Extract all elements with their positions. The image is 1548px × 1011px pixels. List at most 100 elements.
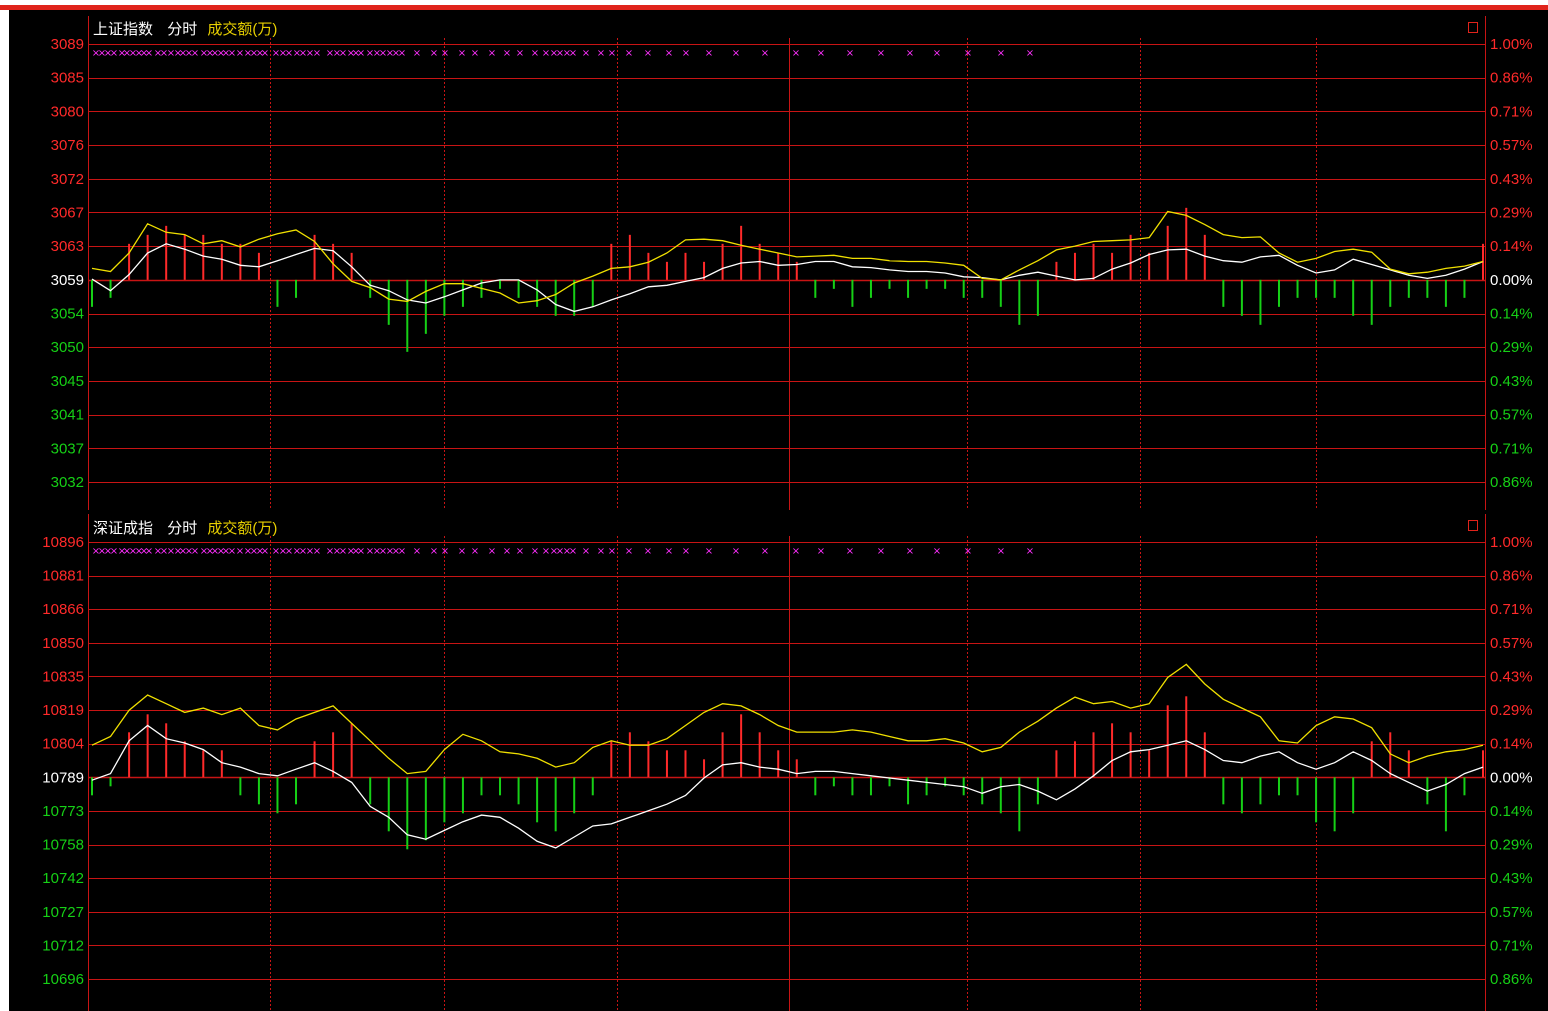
event-marker-sz: × [154, 546, 162, 557]
volume-bar-sh [1259, 279, 1262, 325]
event-marker-sz: × [398, 546, 406, 557]
maximize-icon-sh[interactable] [1468, 22, 1478, 33]
event-marker-sz: × [550, 546, 558, 557]
y-tick-label-sh: 3041 [51, 407, 84, 424]
event-marker-sh: × [123, 48, 131, 59]
volume-bar-sh [1333, 279, 1336, 298]
maximize-icon-sz[interactable] [1468, 520, 1478, 531]
y-tick-label-sz: 10804 [42, 736, 84, 753]
volume-bar-sz [369, 777, 372, 805]
volume-bar-sz [758, 732, 761, 778]
volume-bar-sh [925, 279, 928, 289]
event-marker-sh: × [347, 48, 355, 59]
volume-bar-sz [1148, 750, 1151, 778]
volume-bar-sz [1018, 777, 1021, 832]
event-marker-sz: × [488, 546, 496, 557]
price-line-sh [91, 243, 1484, 313]
volume-bar-sh [1370, 279, 1373, 325]
pct-tick-label-sz: 0.14% [1490, 736, 1533, 753]
volume-bar-sz [276, 777, 279, 814]
event-marker-sz: × [293, 546, 301, 557]
event-marker-sh: × [217, 48, 225, 59]
pct-tick-label-sh: 0.86% [1490, 70, 1533, 87]
volume-bar-sz [313, 741, 316, 778]
event-marker-sz: × [191, 546, 199, 557]
event-marker-sz: × [167, 546, 175, 557]
event-marker-sh: × [92, 48, 100, 59]
volume-bar-sz [628, 732, 631, 778]
volume-bar-sh [313, 234, 316, 280]
volume-bar-sh [1203, 234, 1206, 280]
pct-tick-label-sh: 0.29% [1490, 204, 1533, 221]
volume-bar-sh [91, 279, 93, 307]
index-name-sz[interactable]: 深证成指 [93, 520, 154, 537]
amount-label-sh[interactable]: 成交额(万) [207, 21, 278, 38]
volume-bar-sz [665, 750, 668, 778]
y-tick-label-sz: 10742 [42, 870, 84, 887]
volume-bar-sh [165, 225, 168, 280]
event-marker-sz: × [160, 546, 168, 557]
volume-bar-sz [851, 777, 854, 796]
pct-tick-label-sz: 0.43% [1490, 668, 1533, 685]
event-marker-sh: × [582, 48, 590, 59]
event-marker-sh: × [285, 48, 293, 59]
event-marker-sz: × [174, 546, 182, 557]
event-marker-sh: × [110, 48, 118, 59]
event-marker-sz: × [569, 546, 577, 557]
event-marker-sh: × [392, 48, 400, 59]
event-marker-sh: × [352, 48, 360, 59]
volume-bar-sh [220, 243, 223, 280]
volume-bar-sh [1129, 234, 1132, 280]
event-marker-sh: × [386, 48, 394, 59]
pct-tick-label-sh: 0.57% [1490, 407, 1533, 424]
event-marker-sz: × [906, 546, 914, 557]
event-marker-sh: × [145, 48, 153, 59]
event-marker-sh: × [398, 48, 406, 59]
event-marker-sz: × [236, 546, 244, 557]
volume-bar-sz [387, 777, 390, 832]
event-marker-sh: × [373, 48, 381, 59]
event-marker-sh: × [597, 48, 605, 59]
volume-bar-sz [925, 777, 928, 796]
event-marker-sz: × [140, 546, 148, 557]
event-marker-sz: × [516, 546, 524, 557]
index-name-sh[interactable]: 上证指数 [93, 21, 154, 38]
event-marker-sz: × [145, 546, 153, 557]
event-marker-sh: × [542, 48, 550, 59]
y-tick-label-sh: 3085 [51, 70, 84, 87]
event-marker-sh: × [430, 48, 438, 59]
volume-bar-sh [1111, 252, 1114, 280]
event-marker-sz: × [441, 546, 449, 557]
pct-tick-label-sz: 0.43% [1490, 870, 1533, 887]
y-tick-label-sh: 3089 [51, 36, 84, 53]
event-marker-sh: × [761, 48, 769, 59]
event-marker-sh: × [200, 48, 208, 59]
mode-label-sz[interactable]: 分时 [167, 520, 198, 537]
pct-tick-label-sh: 0.71% [1490, 440, 1533, 457]
y-tick-label-sz: 10850 [42, 635, 84, 652]
event-marker-sz: × [118, 546, 126, 557]
event-marker-sh: × [339, 48, 347, 59]
pct-tick-label-sh: 0.14% [1490, 238, 1533, 255]
volume-bar-sh [499, 279, 502, 289]
volume-bar-sz [1277, 777, 1280, 796]
volume-bar-sh [1277, 279, 1280, 307]
y-tick-label-sh: 3059 [51, 272, 84, 289]
volume-bar-sh [944, 279, 947, 289]
volume-bar-sh [1018, 279, 1021, 325]
amount-label-sz[interactable]: 成交额(万) [207, 520, 278, 537]
event-marker-sz: × [217, 546, 225, 557]
event-marker-sh: × [250, 48, 258, 59]
event-marker-sh: × [877, 48, 885, 59]
event-marker-sz: × [877, 546, 885, 557]
volume-bar-sh [851, 279, 854, 307]
mode-label-sh[interactable]: 分时 [167, 21, 198, 38]
event-marker-sz: × [256, 546, 264, 557]
event-marker-sz: × [597, 546, 605, 557]
volume-bar-sz [1129, 732, 1132, 778]
event-marker-sh: × [104, 48, 112, 59]
event-marker-sz: × [933, 546, 941, 557]
pct-tick-label-sz: 1.00% [1490, 534, 1533, 551]
event-marker-sz: × [379, 546, 387, 557]
